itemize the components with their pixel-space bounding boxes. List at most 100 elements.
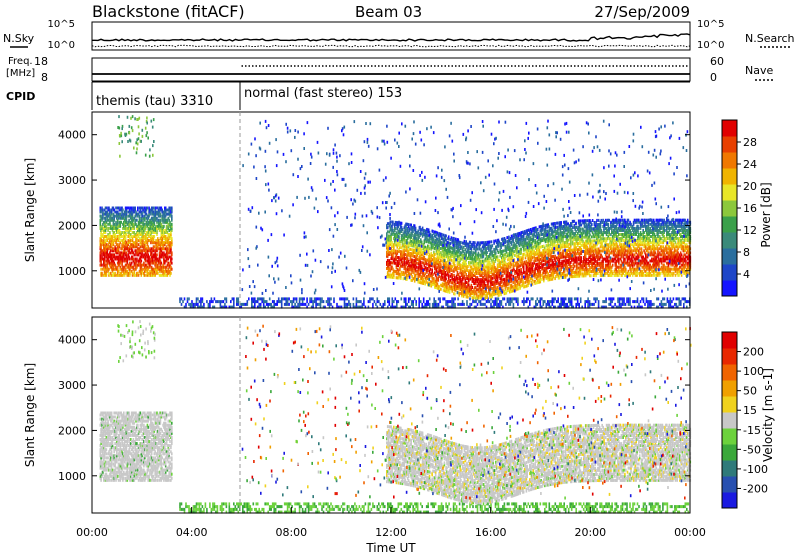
power-cell-3331 (442, 237, 445, 241)
power-cell-603 (127, 271, 129, 275)
power-cell-662 (129, 208, 131, 212)
power-cell-1631 (186, 297, 189, 301)
power-cell-2966 (421, 273, 424, 277)
power-cell-2295 (666, 300, 669, 304)
power-cell-1879 (358, 300, 361, 304)
power-cell-97 (103, 263, 106, 267)
power-cell-3632 (459, 247, 461, 250)
power-cell-2072 (502, 297, 504, 301)
power-cell-136 (104, 212, 107, 216)
power-cell-387 (116, 243, 119, 247)
power-cell-1548 (171, 241, 173, 245)
power-cell-1019 (146, 237, 149, 241)
power-cell-3318 (442, 268, 445, 272)
power-cell-3558 (455, 268, 458, 272)
power-cell-1402 (164, 235, 166, 238)
power-cell-2690 (406, 273, 409, 277)
power-cell-122 (104, 263, 107, 267)
power-cell-151 (105, 237, 108, 241)
power-cell-2343 (386, 234, 388, 238)
power-cell-1944 (410, 300, 413, 304)
power-cell-2544 (398, 272, 400, 276)
power-cell-823 (137, 249, 140, 253)
power-cell-1729 (258, 297, 260, 301)
power-cell-2986 (422, 245, 425, 249)
power-cell-2165 (569, 302, 571, 306)
power-cell-3018 (425, 280, 427, 284)
power-cell-1041 (147, 226, 149, 230)
power-cell-2201 (594, 297, 597, 301)
power-cell-2596 (400, 227, 403, 231)
power-cell-3357 (444, 275, 446, 279)
power-cell-3053 (427, 267, 429, 270)
power-cell-1912 (388, 300, 391, 304)
power-cell-3726 (464, 260, 467, 264)
power-cell-3741 (465, 262, 467, 266)
power-cell-1107 (150, 255, 153, 259)
power-cell-3330 (442, 239, 445, 243)
power-cell-3647 (460, 247, 462, 251)
power-cell-1803 (306, 300, 308, 304)
power-cell-2957 (420, 250, 423, 254)
power-cell-2397 (388, 224, 391, 228)
power-cell-73 (102, 208, 104, 212)
power-cell-964 (144, 228, 146, 232)
power-cell-454 (119, 216, 122, 220)
power-cell-2686 (406, 239, 408, 243)
power-cell-638 (128, 220, 130, 224)
power-cell-402 (117, 273, 120, 277)
power-cell-3689 (462, 276, 465, 280)
power-cell-830 (137, 222, 140, 226)
power-cell-631 (128, 239, 130, 243)
power-cell-2060 (496, 302, 498, 306)
power-cell-3518 (453, 253, 455, 257)
power-cell-598 (126, 228, 129, 232)
power-cell-441 (119, 265, 122, 269)
power-cell-1514 (169, 235, 171, 238)
power-cell-450 (119, 231, 122, 234)
power-cell-2339 (386, 244, 388, 248)
power-cell-611 (127, 241, 129, 245)
power-cell-1177 (153, 220, 156, 224)
power-cell-303 (112, 222, 115, 226)
power-cell-1792 (298, 300, 301, 304)
power-cell-941 (143, 253, 145, 257)
power-cell-1789 (297, 302, 299, 306)
power-cell-168 (106, 249, 109, 253)
power-cell-1406 (164, 216, 166, 220)
power-cell-2046 (487, 297, 489, 301)
power-cell-1069 (149, 261, 151, 265)
power-cell-1551 (171, 228, 173, 232)
power-cell-613 (127, 235, 129, 238)
power-cell-3063 (427, 273, 430, 277)
power-cell-919 (142, 243, 144, 247)
power-cell-2275 (648, 300, 651, 304)
power-cell-1754 (274, 302, 277, 306)
power-cell-4053 (482, 265, 485, 269)
power-cell-3164 (434, 265, 436, 269)
power-cell-1185 (154, 261, 156, 265)
power-cell-3607 (458, 281, 460, 285)
power-cell-3496 (452, 269, 454, 273)
power-cell-58 (101, 216, 103, 220)
power-cell-4176 (489, 295, 492, 299)
power-cell-3592 (457, 267, 460, 270)
power-cell-3768 (467, 285, 469, 289)
power-cell-3159 (434, 283, 436, 287)
power-cell-2756 (410, 252, 412, 256)
power-cell-384 (116, 249, 119, 253)
power-cell-1336 (161, 265, 163, 269)
power-cell-951 (143, 216, 145, 220)
power-cell-1104 (150, 267, 153, 271)
power-cell-3263 (439, 254, 441, 258)
power-cell-1515 (169, 233, 171, 236)
power-cell-2052 (491, 300, 494, 304)
power-cell-1887 (364, 305, 367, 309)
power-cell-1751 (273, 305, 275, 309)
power-cell-464 (120, 247, 122, 251)
power-cell-594 (126, 257, 129, 261)
power-cell-1382 (163, 237, 165, 241)
power-cell-1396 (164, 259, 166, 263)
power-cell-1007 (145, 206, 148, 210)
